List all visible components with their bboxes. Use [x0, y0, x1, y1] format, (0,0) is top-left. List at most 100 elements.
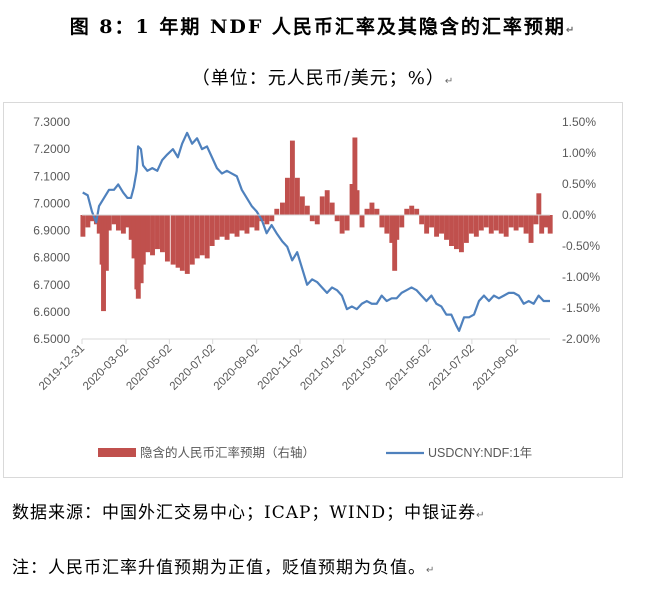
chart-note: 注：人民币汇率升值预期为正值，贬值预期为负值。↵ [12, 553, 435, 578]
bar-mark [106, 215, 112, 231]
bar-mark [513, 215, 519, 231]
bar-mark [244, 215, 250, 234]
bar-mark [419, 215, 425, 225]
bar-mark [289, 140, 295, 215]
bar-mark [299, 196, 305, 215]
legend-label-implied-expectation: 隐含的人民币汇率预期（右轴） [140, 445, 315, 460]
bar-mark [160, 215, 165, 253]
y-left-tick-label: 6.8000 [33, 251, 70, 265]
bar-mark [155, 215, 160, 250]
bar-mark [339, 215, 345, 234]
bar-mark [140, 215, 146, 265]
bar-mark [473, 215, 479, 237]
bar-mark [274, 208, 280, 215]
bar-mark [344, 215, 350, 231]
bar-mark [409, 205, 415, 215]
chart-note-text: 注：人民币汇率升值预期为正值，贬值预期为负值。 [12, 558, 426, 578]
x-tick-label: 2020-03-02 [81, 343, 131, 393]
figure-subtitle-text: （单位：元人民币/美元；%） [191, 68, 445, 89]
bar-mark [424, 215, 430, 234]
bar-mark [294, 177, 300, 215]
bar-mark [439, 215, 444, 234]
bar-mark [493, 215, 499, 231]
bar-mark [364, 208, 370, 215]
legend-bar-swatch [98, 448, 136, 457]
x-tick-label: 2020-05-02 [124, 343, 174, 393]
chart-axes: 6.5000 6.6000 6.7000 6.8000 6.9000 7.0000 7.10… [33, 115, 600, 393]
bar-mark [533, 215, 539, 225]
bar-mark [85, 215, 91, 228]
bar-mark [488, 215, 494, 234]
y-right-tick-label: 1.50% [562, 115, 596, 129]
bar-mark [392, 215, 398, 271]
y-right-tick-label: -2.00% [562, 332, 600, 346]
y-right-tick-label: 0.50% [562, 177, 596, 191]
y-left-tick-label: 6.7000 [33, 278, 70, 292]
bar-mark [518, 215, 524, 228]
y-left-tick-label: 7.2000 [33, 142, 70, 156]
bar-mark [414, 208, 420, 215]
x-tick-label: 2019-12-31 [37, 343, 87, 393]
bar-mark [379, 215, 385, 228]
bar-mark [280, 202, 285, 215]
bar-mark [498, 215, 504, 234]
bar-mark [128, 215, 134, 240]
bar-mark [234, 215, 240, 237]
bar-mark [254, 215, 260, 231]
x-tick-label: 2021-09-02 [471, 343, 521, 393]
bar-mark [175, 215, 181, 268]
bar-mark [389, 215, 395, 243]
bar-mark [115, 215, 121, 231]
x-tick-label: 2021-05-02 [384, 343, 434, 393]
bar-mark [120, 215, 126, 234]
bar-mark [309, 215, 315, 222]
y-left-tick-label: 7.1000 [33, 169, 70, 183]
y-left-tick-label: 7.0000 [33, 196, 70, 210]
bar-mark [429, 215, 435, 228]
y-left-tick-label: 6.6000 [33, 305, 70, 319]
bar-mark [249, 215, 255, 228]
bar-mark [399, 215, 405, 228]
bar-mark [349, 184, 355, 215]
bar-mark [404, 208, 410, 215]
bar-mark [150, 215, 155, 256]
bar-mark [284, 177, 290, 215]
bar-mark [359, 215, 365, 228]
bar-series-implied-expectation [80, 137, 553, 312]
bar-mark [125, 215, 131, 228]
bar-mark [449, 215, 454, 246]
bar-mark [103, 215, 109, 271]
bar-mark [80, 215, 86, 237]
bar-mark [468, 215, 474, 234]
bar-mark [101, 215, 106, 312]
y-right-tick-label: -1.50% [562, 301, 600, 315]
line-series-usdcny-ndf [82, 131, 551, 332]
bar-mark [111, 215, 117, 225]
bar-mark [454, 215, 459, 250]
data-source: 数据来源：中国外汇交易中心；ICAP；WIND；中银证券↵ [12, 498, 486, 523]
bar-mark [374, 208, 380, 215]
bar-mark [214, 215, 220, 240]
bar-mark [229, 215, 235, 234]
y-right-tick-label: 1.00% [562, 146, 596, 160]
bar-mark [96, 215, 102, 234]
bar-mark [164, 215, 170, 262]
bar-mark [483, 215, 489, 228]
bar-mark [384, 215, 390, 234]
bar-mark [145, 215, 150, 253]
bar-mark [463, 215, 469, 243]
x-tick-label: 2021-07-02 [427, 343, 477, 393]
bar-mark [170, 215, 176, 265]
bar-mark [89, 215, 95, 222]
y-right-tick-label: -1.00% [562, 270, 600, 284]
bar-mark [329, 202, 335, 215]
bar-mark [478, 215, 484, 231]
bar-mark [219, 215, 225, 237]
figure-subtitle: （单位：元人民币/美元；%）↵ [0, 64, 646, 90]
bar-mark [324, 190, 330, 215]
bar-mark [304, 205, 310, 215]
bar-mark [184, 215, 190, 274]
bar-mark [523, 215, 529, 234]
figure-title-text: 图 8：1 年期 NDF 人民币汇率及其隐含的汇率预期 [69, 16, 566, 38]
bar-mark [444, 215, 449, 240]
